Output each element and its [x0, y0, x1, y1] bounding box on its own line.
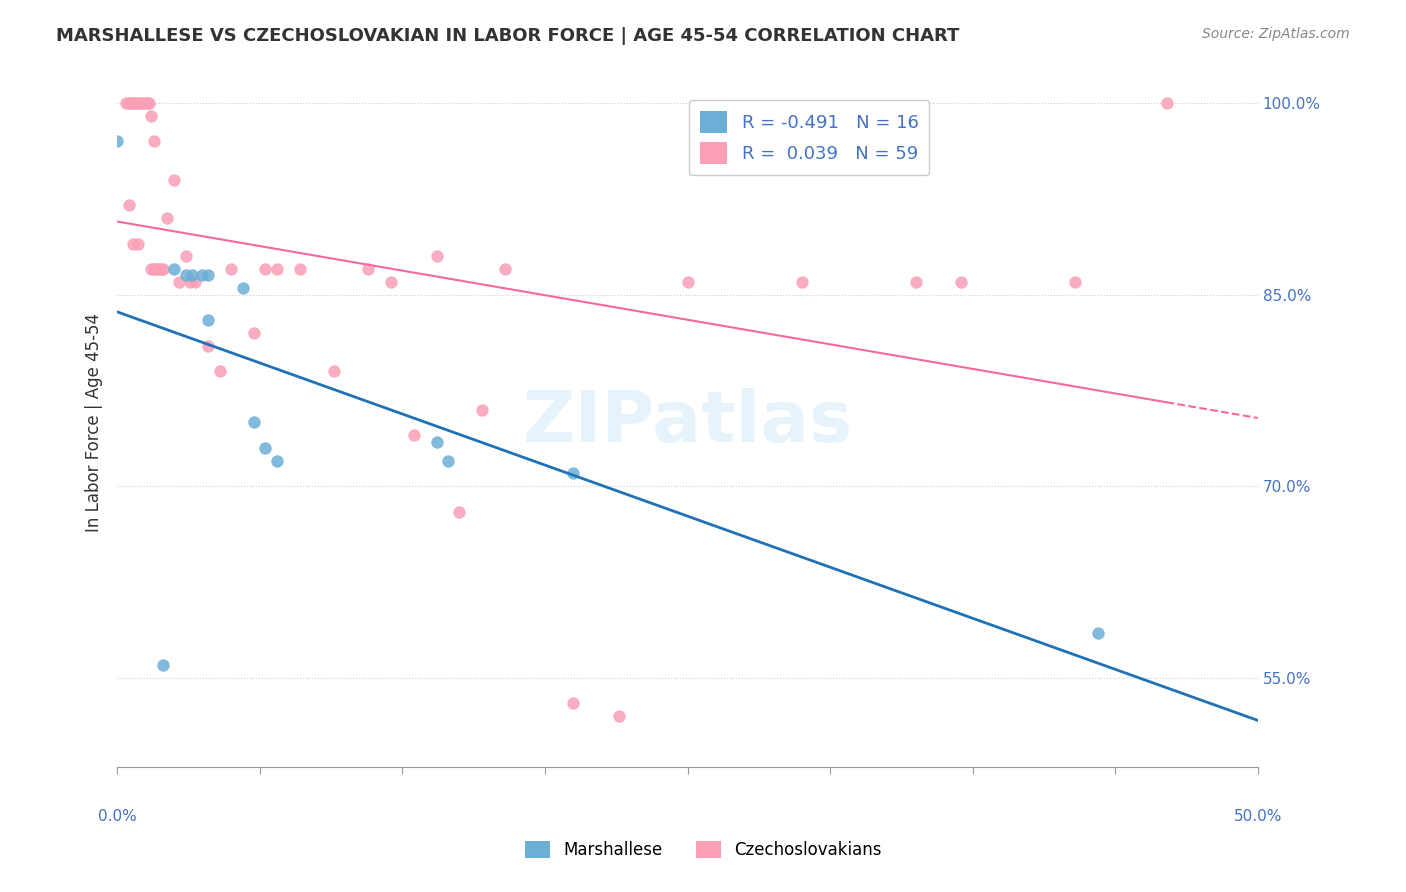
Text: 50.0%: 50.0%	[1233, 809, 1282, 823]
Point	[152, 262, 174, 277]
Point	[167, 275, 190, 289]
Point	[1087, 626, 1109, 640]
Point	[562, 467, 585, 481]
Point	[120, 95, 142, 110]
Point	[129, 95, 152, 110]
Text: 0.0%: 0.0%	[98, 809, 136, 823]
Point	[380, 275, 402, 289]
Point	[141, 109, 163, 123]
Point	[124, 95, 146, 110]
Point	[179, 275, 201, 289]
Point	[1156, 95, 1178, 110]
Point	[135, 95, 157, 110]
Point	[208, 364, 231, 378]
Point	[152, 658, 174, 673]
Text: ZIPatlas: ZIPatlas	[523, 388, 852, 457]
Point	[254, 441, 277, 455]
Point	[426, 249, 449, 263]
Point	[148, 262, 170, 277]
Point	[184, 275, 207, 289]
Point	[163, 172, 186, 186]
Point	[449, 505, 471, 519]
Text: Source: ZipAtlas.com: Source: ZipAtlas.com	[1202, 27, 1350, 41]
Point	[402, 428, 425, 442]
Point	[149, 262, 172, 277]
Point	[197, 313, 219, 327]
Point	[243, 415, 266, 429]
Point	[426, 434, 449, 449]
Point	[127, 95, 149, 110]
Point	[190, 268, 212, 283]
Point	[174, 268, 197, 283]
Point	[243, 326, 266, 340]
Point	[471, 402, 494, 417]
Point	[494, 262, 516, 277]
Point	[219, 262, 242, 277]
Point	[142, 134, 165, 148]
Point	[142, 262, 165, 277]
Point	[437, 453, 460, 467]
Point	[197, 268, 219, 283]
Point	[122, 95, 145, 110]
Point	[562, 697, 585, 711]
Point	[322, 364, 344, 378]
Point	[127, 236, 149, 251]
Point	[181, 268, 204, 283]
Point	[232, 281, 254, 295]
Point	[950, 275, 973, 289]
Point	[197, 339, 219, 353]
Point	[134, 95, 156, 110]
Point	[607, 709, 630, 723]
Point	[122, 236, 145, 251]
Y-axis label: In Labor Force | Age 45-54: In Labor Force | Age 45-54	[86, 313, 103, 532]
Point	[288, 262, 311, 277]
Point	[904, 275, 927, 289]
Point	[115, 95, 138, 110]
Legend: Marshallese, Czechoslovakians: Marshallese, Czechoslovakians	[517, 834, 889, 866]
Point	[105, 134, 128, 148]
Point	[117, 198, 139, 212]
Point	[156, 211, 179, 225]
Point	[357, 262, 380, 277]
Point	[174, 249, 197, 263]
Point	[145, 262, 167, 277]
Point	[138, 95, 160, 110]
Point	[254, 262, 277, 277]
Point	[117, 95, 139, 110]
Point	[141, 262, 163, 277]
Point	[676, 275, 699, 289]
Point	[266, 262, 288, 277]
Point	[163, 262, 186, 277]
Point	[790, 275, 813, 289]
Point	[1064, 275, 1087, 289]
Point	[131, 95, 153, 110]
Text: MARSHALLESE VS CZECHOSLOVAKIAN IN LABOR FORCE | AGE 45-54 CORRELATION CHART: MARSHALLESE VS CZECHOSLOVAKIAN IN LABOR …	[56, 27, 960, 45]
Point	[266, 453, 288, 467]
Legend: R = -0.491   N = 16, R =  0.039   N = 59: R = -0.491 N = 16, R = 0.039 N = 59	[689, 100, 929, 175]
